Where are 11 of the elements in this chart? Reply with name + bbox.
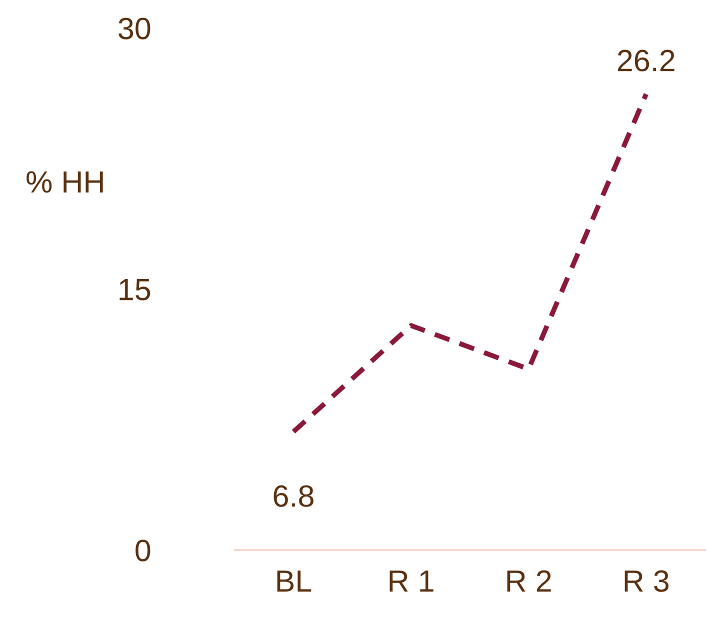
x-tick-label: R 2: [507, 570, 551, 592]
y-axis-title: % HH: [26, 171, 103, 193]
line-series: [291, 92, 649, 434]
x-tick-label: R 3: [624, 570, 669, 592]
data-label: 26.2: [618, 50, 674, 72]
y-tick-label: 0: [136, 540, 150, 562]
data-label: 6.8: [274, 485, 314, 507]
y-tick-label: 15: [120, 279, 150, 300]
y-tick-label: 30: [118, 18, 150, 40]
x-tick-label: R 1: [390, 570, 434, 592]
x-tick-label: BL: [277, 570, 312, 592]
